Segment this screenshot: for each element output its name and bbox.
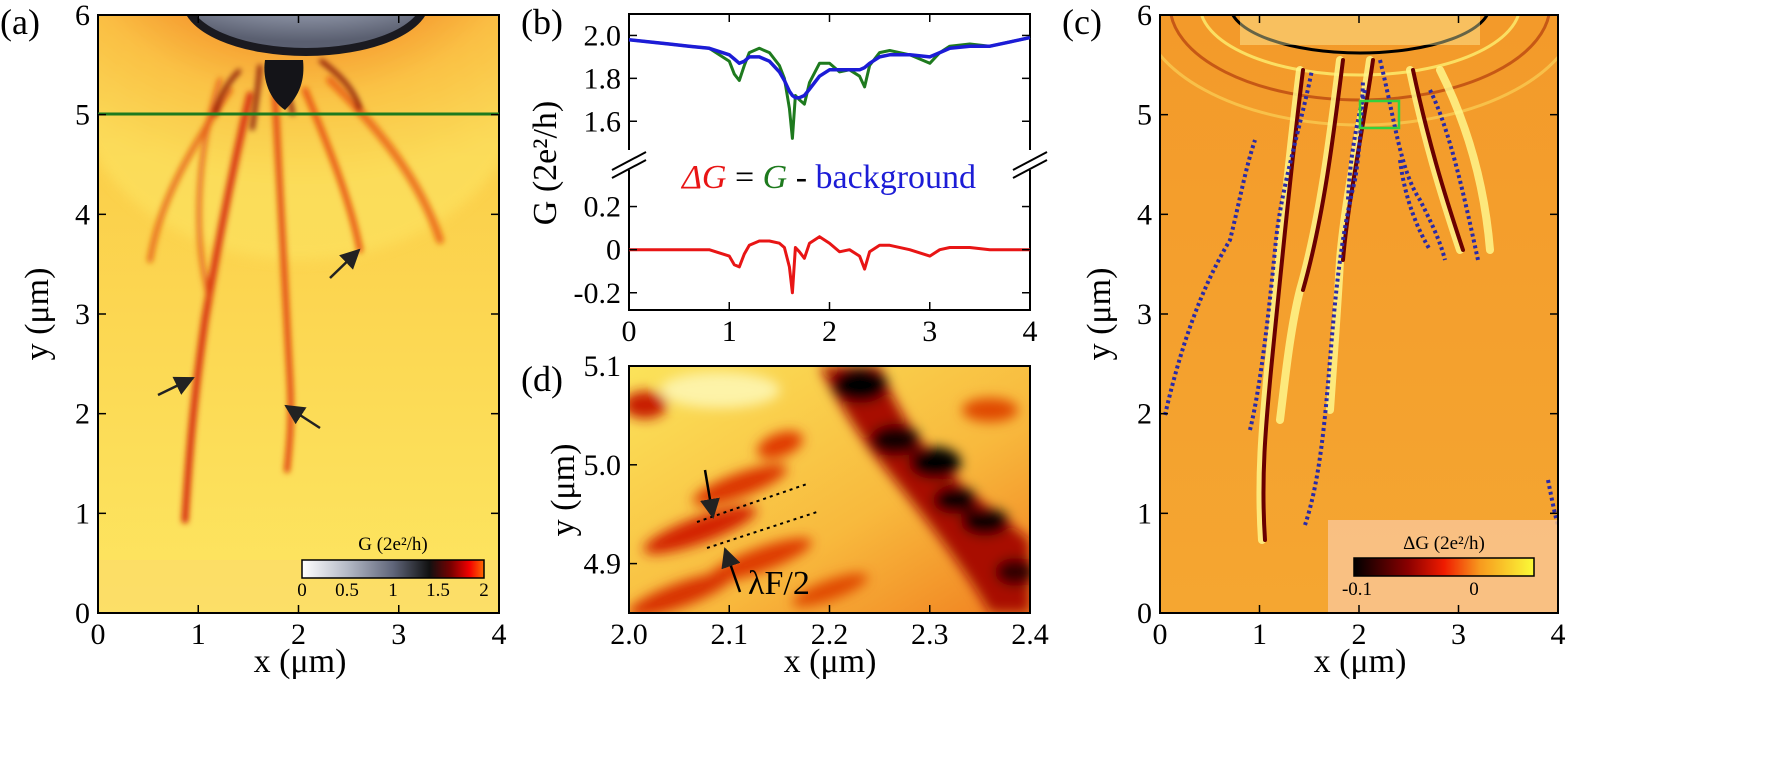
b-ytick-top-2: 2.0 (584, 19, 622, 52)
panel-d-ylabel: y (μm) (545, 444, 582, 537)
cb-c-tick-1: 0 (1469, 579, 1479, 600)
ticksC-xtick-0: 0 (1153, 618, 1168, 651)
panel-b-ticks: 0 1 2 3 41.61.82.0-0.200.2 (574, 14, 1038, 348)
panel-d: λF/2 (d) 2.0 2.1 2.2 2.3 2.4 4.9 5.0 5.1 x (μm)… (521, 350, 1049, 680)
eq-minus: - (787, 159, 815, 196)
panel-d-label: (d) (521, 359, 563, 399)
cb-a-tick-0: 0 (297, 580, 307, 601)
ticksC-ytick-1: 1 (1137, 497, 1152, 530)
arrow-2 (284, 404, 321, 430)
d-ytick-1: 5.0 (584, 449, 622, 482)
panel-d-xlabel: x (μm) (784, 643, 877, 680)
b-xtick-0: 0 (622, 315, 637, 348)
d-xtick-3: 2.3 (911, 618, 949, 651)
panel-a-arrows (157, 248, 361, 430)
ticksA-xtick-2: 2 (291, 618, 306, 651)
panel-d-ticks: 2.0 2.1 2.2 2.3 2.4 4.9 5.0 5.1 (584, 350, 1049, 651)
ticksA-ytick-3: 3 (75, 298, 90, 331)
series-background-line (628, 35, 1031, 100)
b-ytick-top-1: 1.8 (584, 62, 622, 95)
arrow-3 (329, 248, 361, 279)
series-G-line (628, 36, 1031, 140)
arrow-1 (157, 376, 195, 397)
b-xtick-2: 2 (822, 315, 837, 348)
ticksA-ytick-6: 6 (75, 0, 90, 32)
d-xtick-4: 2.4 (1011, 618, 1049, 651)
cb-a-tick-3: 1.5 (426, 580, 450, 601)
panel-a-image (98, 15, 499, 613)
ticksC-xtick-3: 3 (1451, 618, 1466, 651)
ticksA-ytick-2: 2 (75, 398, 90, 431)
series-delta-g-line (629, 235, 1030, 295)
ticksC-ytick-6: 6 (1137, 0, 1152, 32)
cb-c-tick-0: -0.1 (1342, 579, 1372, 600)
b-xtick-3: 3 (922, 315, 937, 348)
panel-b: ΔG = G - background (b) G (2e²/h) 0 1 2 3 4 1… (521, 2, 1048, 348)
panel-c: ΔG (2e²/h) -0.1 0 (c) 0 1 2 3 4 0 1 2 3 4 5 6 x (μm… (1062, 0, 1566, 680)
panel-c-image (1160, 15, 1558, 613)
ticksC-xtick-2: 2 (1352, 618, 1367, 651)
panel-d-arrow-top (700, 469, 720, 519)
ticksC-ytick-3: 3 (1137, 298, 1152, 331)
panel-d-image (629, 366, 1030, 613)
panel-a-ylabel: y (μm) (19, 268, 56, 361)
ticksA-ytick-5: 5 (75, 99, 90, 132)
ticksA-xtick-0: 0 (91, 618, 106, 651)
panel-b-axis-break (611, 150, 1048, 179)
ticksA-ytick-0: 0 (75, 597, 90, 630)
b-ytick-bot-1: 0 (606, 234, 621, 267)
panel-c-colorbar: ΔG (2e²/h) -0.1 0 (1342, 533, 1535, 600)
ticksA-xtick-1: 1 (191, 618, 206, 651)
panel-d-annotation: λF/2 (748, 565, 810, 602)
d-xtick-0: 2.0 (610, 618, 648, 651)
panel-c-colorbar-title: ΔG (2e²/h) (1403, 533, 1485, 554)
ticksC-ytick-4: 4 (1137, 198, 1152, 231)
eq-background: background (816, 159, 977, 196)
panel-c-ylabel: y (μm) (1081, 268, 1118, 361)
panel-c-xlabel: x (μm) (1314, 643, 1407, 680)
b-ytick-bot-2: 0.2 (584, 191, 622, 224)
panel-a-xlabel: x (μm) (254, 643, 347, 680)
cb-a-tick-2: 1 (388, 580, 398, 601)
eq-g: G (763, 159, 788, 196)
ticksC-xtick-4: 4 (1551, 618, 1566, 651)
panel-a-label: (a) (0, 2, 40, 42)
panel-a: G (2e²/h) 0 0.5 1 1.5 2 (a) 0 1 2 3 4 0 1 2 3 4 5 6… (0, 0, 507, 680)
ticksA-xtick-4: 4 (492, 618, 507, 651)
ticksC-ytick-5: 5 (1137, 99, 1152, 132)
panel-a-colorbar-title: G (2e²/h) (358, 534, 428, 555)
panel-c-label: (c) (1062, 2, 1102, 42)
d-xtick-1: 2.1 (711, 618, 749, 651)
d-ytick-2: 5.1 (584, 350, 622, 383)
d-ytick-0: 4.9 (584, 548, 622, 581)
cb-a-tick-1: 0.5 (335, 580, 359, 601)
eq-equals: = (726, 159, 762, 196)
eq-delta-g: ΔG (680, 159, 727, 196)
b-ytick-bot-0: -0.2 (574, 277, 622, 310)
panel-d-arrow-bottom (721, 547, 742, 593)
b-xtick-1: 1 (722, 315, 737, 348)
ticksA-xtick-3: 3 (391, 618, 406, 651)
panel-d-guide-1 (696, 483, 808, 523)
ticksA-ytick-1: 1 (75, 497, 90, 530)
d-xtick-2: 2.2 (811, 618, 849, 651)
panel-b-equation: ΔG = G - background (680, 159, 976, 196)
panel-b-label: (b) (521, 2, 563, 42)
panel-c-highlight-box (1358, 99, 1401, 130)
panel-b-ylabel: G (2e²/h) (527, 101, 564, 225)
ticksC-ytick-0: 0 (1137, 597, 1152, 630)
panel-a-colorbar: G (2e²/h) 0 0.5 1 1.5 2 (297, 534, 489, 601)
ticksC-xtick-1: 1 (1252, 618, 1267, 651)
panel-a-ticks: 0 1 2 3 4 0 1 2 3 4 5 6 (75, 0, 507, 651)
panel-b-plot (628, 35, 1031, 295)
panel-c-ticks: 0 1 2 3 4 0 1 2 3 4 5 6 (1137, 0, 1566, 651)
b-ytick-top-0: 1.6 (584, 105, 622, 138)
panel-d-guide-2 (706, 510, 821, 549)
cb-a-tick-4: 2 (479, 580, 489, 601)
ticksA-ytick-4: 4 (75, 198, 90, 231)
ticksC-ytick-2: 2 (1137, 398, 1152, 431)
b-xtick-4: 4 (1023, 315, 1038, 348)
